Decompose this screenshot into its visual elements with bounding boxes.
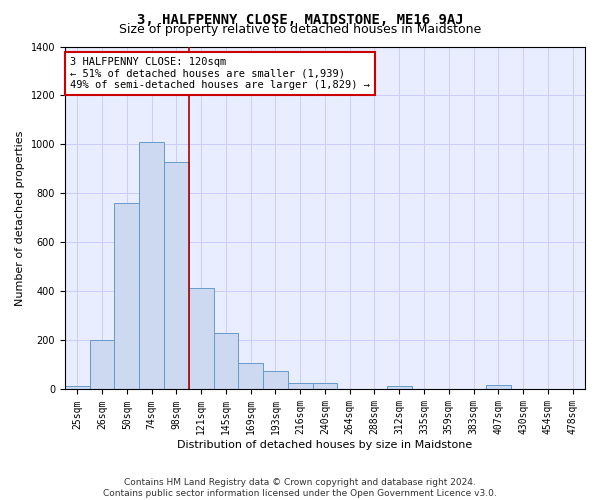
Bar (387, 386, 412, 390)
Bar (139, 142, 164, 390)
Bar (115, 204, 139, 390)
Text: Size of property relative to detached houses in Maidstone: Size of property relative to detached ho… (119, 22, 481, 36)
Text: 3 HALFPENNY CLOSE: 120sqm
← 51% of detached houses are smaller (1,939)
49% of se: 3 HALFPENNY CLOSE: 120sqm ← 51% of detac… (70, 57, 370, 90)
Bar (238, 362, 263, 390)
X-axis label: Distribution of detached houses by size in Maidstone: Distribution of detached houses by size … (178, 440, 473, 450)
Bar (89, 340, 115, 390)
Bar (313, 384, 337, 390)
Text: Contains HM Land Registry data © Crown copyright and database right 2024.
Contai: Contains HM Land Registry data © Crown c… (103, 478, 497, 498)
Bar (288, 384, 313, 390)
Text: 3, HALFPENNY CLOSE, MAIDSTONE, ME16 9AJ: 3, HALFPENNY CLOSE, MAIDSTONE, ME16 9AJ (137, 12, 463, 26)
Bar (263, 371, 288, 390)
Bar (486, 384, 511, 390)
Bar (214, 333, 238, 390)
Bar (164, 162, 189, 390)
Bar (65, 386, 89, 390)
Bar (189, 288, 214, 390)
Y-axis label: Number of detached properties: Number of detached properties (15, 130, 25, 306)
